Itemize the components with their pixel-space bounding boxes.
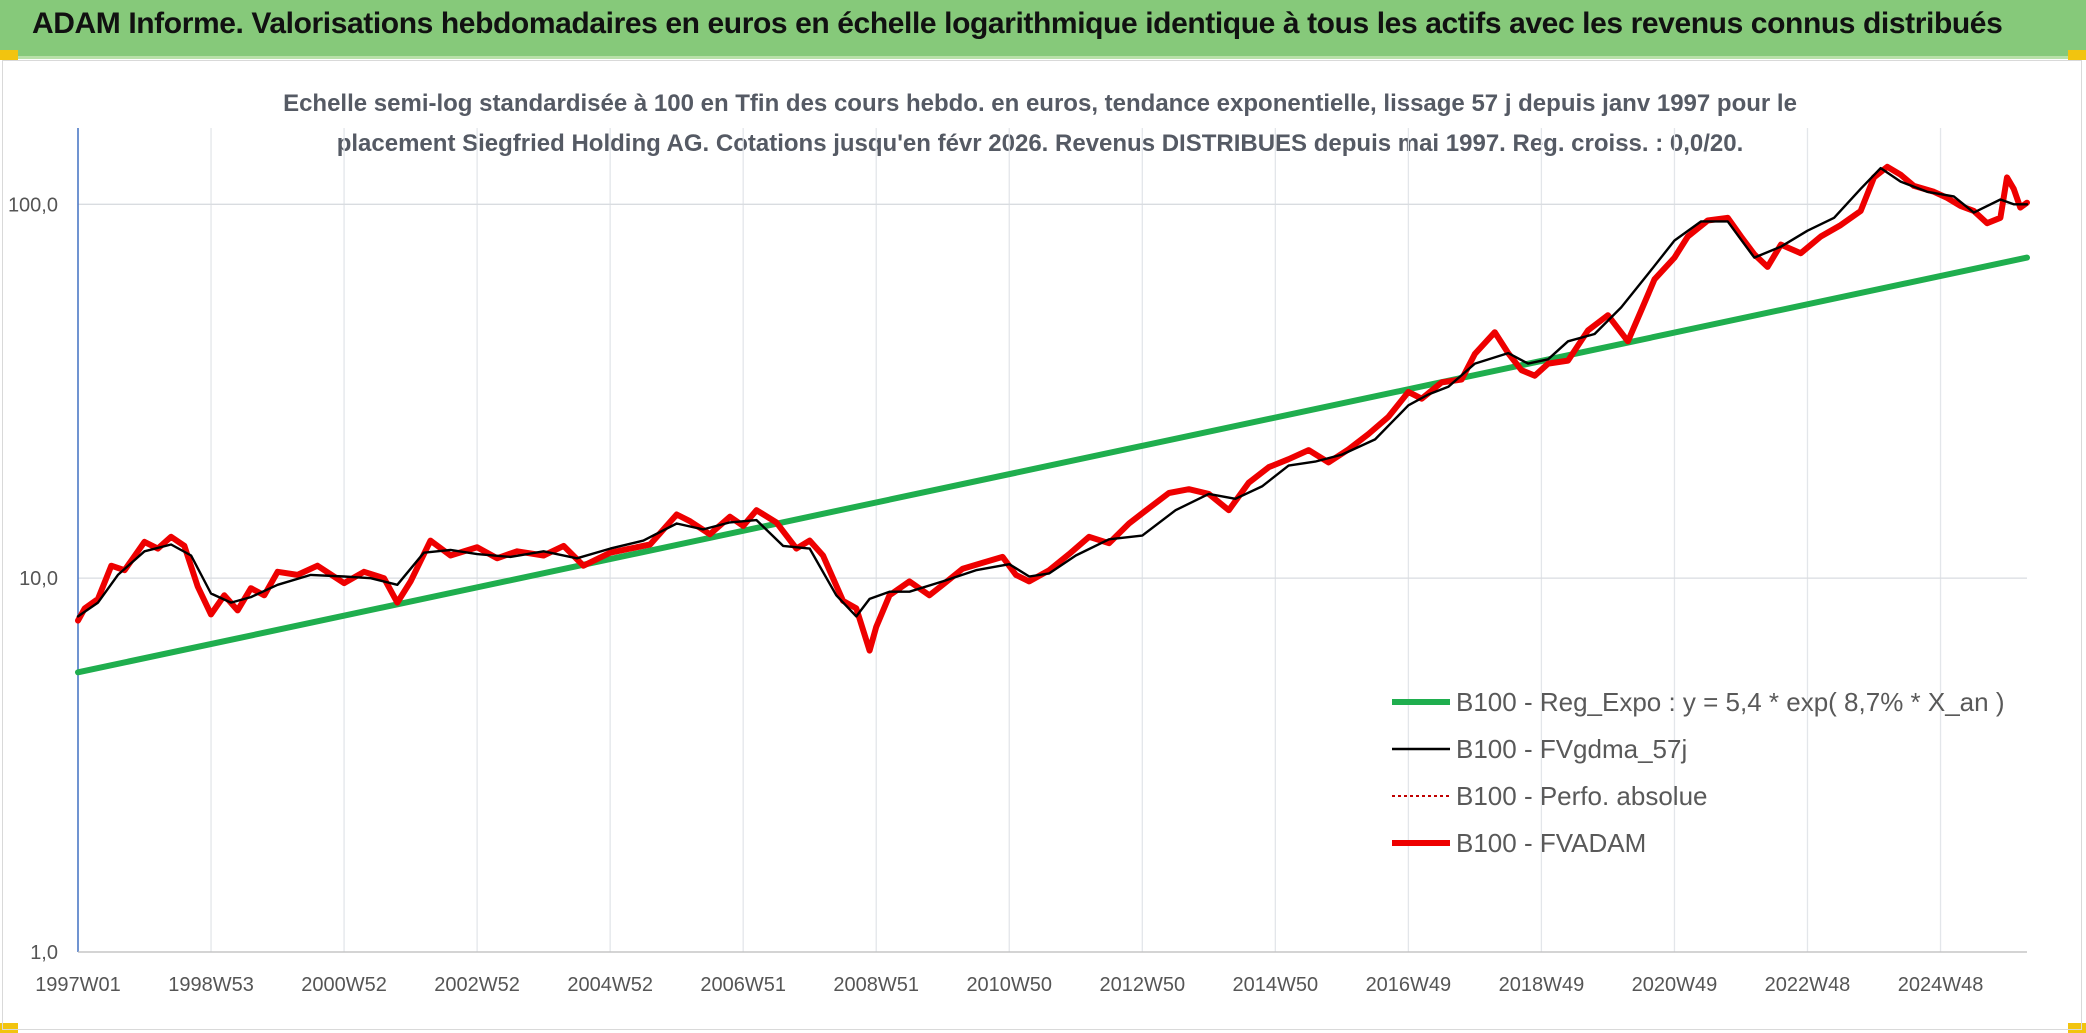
x-tick-label: 2010W50: [966, 974, 1052, 996]
x-tick-label: 2022W48: [1765, 974, 1851, 996]
series-line-1: [75, 254, 2030, 676]
x-tick-label: 2008W51: [833, 974, 919, 996]
legend-label-3: B100 - Perfo. absolue: [1456, 781, 1708, 811]
x-tick-label: 2018W49: [1499, 974, 1585, 996]
legend-label-1: B100 - Reg_Expo : y = 5,4 * exp( 8,7% * …: [1456, 687, 2005, 717]
series-line-4: [75, 163, 2030, 654]
x-tick-label: 2012W50: [1099, 974, 1185, 996]
chart-series: [75, 163, 2030, 676]
report-title: ADAM Informe. Valorisations hebdomadaire…: [32, 7, 2003, 40]
x-tick-label: 2006W51: [700, 974, 786, 996]
corner-marker: [0, 50, 18, 60]
series-line-2: [76, 166, 2029, 618]
legend-label-4: B100 - FVADAM: [1456, 828, 1646, 858]
x-tick-label: 2002W52: [434, 974, 520, 996]
chart-subtitle-line-2: placement Siegfried Holding AG. Cotation…: [337, 130, 1744, 157]
x-tick-label: 2014W50: [1233, 974, 1319, 996]
x-tick-label: 2020W49: [1632, 974, 1718, 996]
chart-frame: [2, 60, 2082, 1030]
legend-label-2: B100 - FVgdma_57j: [1456, 734, 1687, 764]
report-title-banner: ADAM Informe. Valorisations hebdomadaire…: [0, 0, 2086, 59]
chart-legend: B100 - Reg_Expo : y = 5,4 * exp( 8,7% * …: [1392, 687, 2005, 858]
x-tick-label: 2016W49: [1366, 974, 1452, 996]
chart-grid: [77, 128, 2027, 953]
y-tick-label: 1,0: [30, 942, 58, 964]
y-tick-label: 100,0: [8, 194, 58, 216]
corner-marker: [2068, 1023, 2086, 1033]
x-tick-label: 1997W01: [35, 974, 121, 996]
x-tick-label: 2000W52: [301, 974, 387, 996]
chart-subtitle-line-1: Echelle semi-log standardisée à 100 en T…: [283, 90, 1797, 117]
y-tick-label: 10,0: [19, 568, 58, 590]
corner-marker: [0, 1023, 18, 1033]
chart-axes: 1997W01 1998W53 2000W52 2002W52 2004W52 2006W…: [8, 128, 2027, 996]
chart-subtitle: Echelle semi-log standardisée à 100 en T…: [283, 90, 1797, 157]
corner-marker: [2068, 50, 2086, 60]
x-tick-label: 2024W48: [1898, 974, 1984, 996]
x-tick-label: 1998W53: [168, 974, 254, 996]
x-tick-label: 2004W52: [567, 974, 653, 996]
